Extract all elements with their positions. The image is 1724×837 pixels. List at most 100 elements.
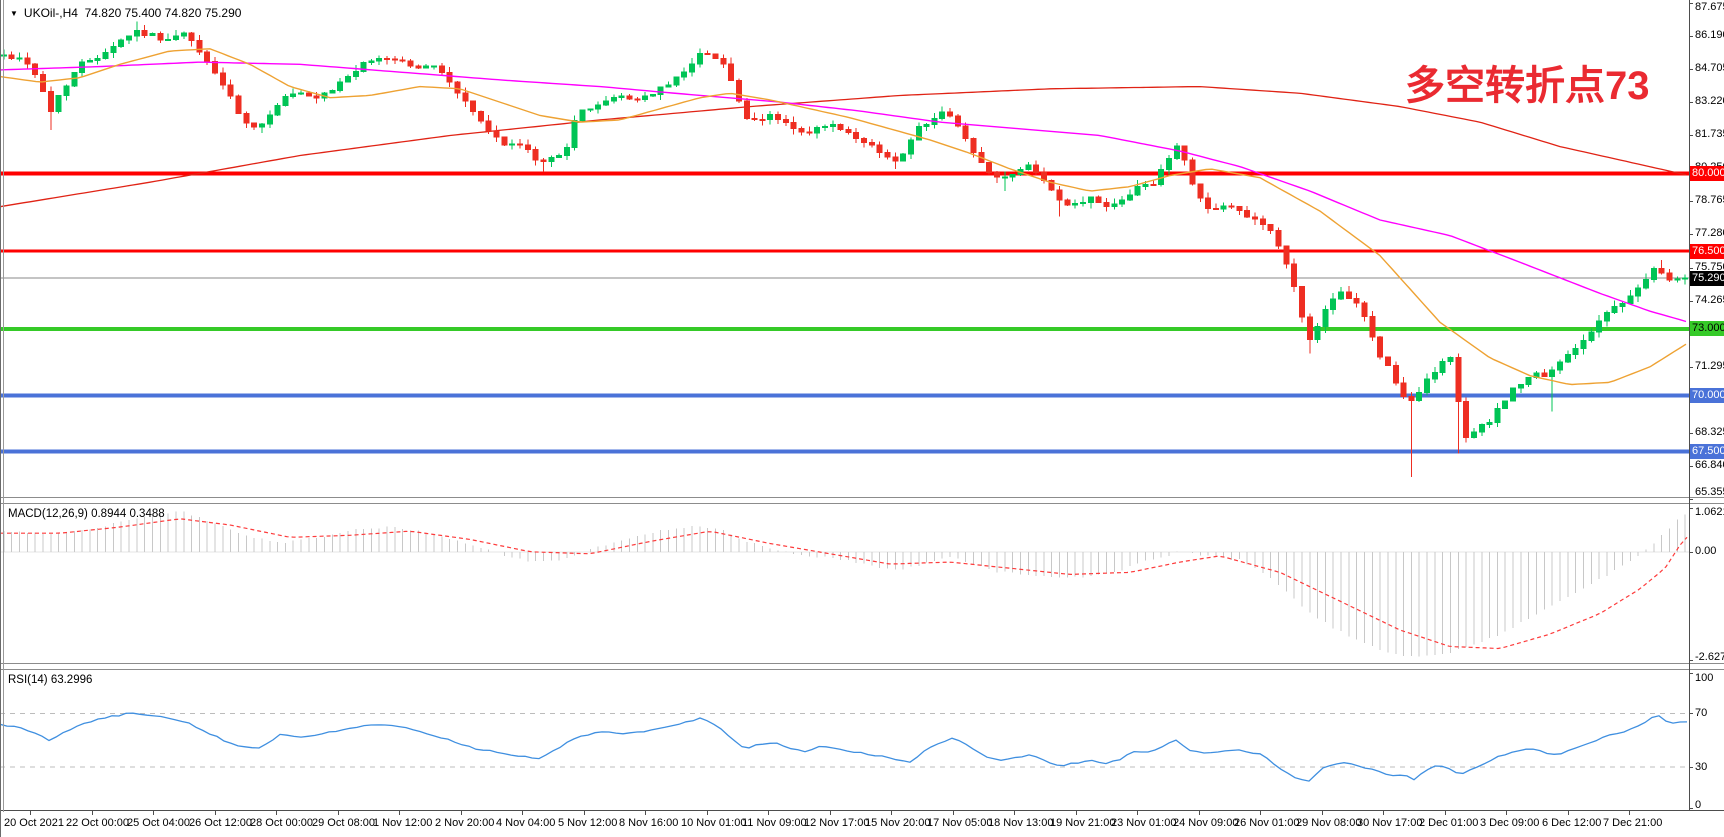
time-axis-label: 10 Nov 01:00 [681,817,747,829]
price-axis-label: 86.190 [1695,29,1724,41]
price-axis-label: 71.295 [1695,360,1724,372]
price-badge: 80.000 [1690,166,1724,181]
time-axis-label: 5 Nov 12:00 [558,817,618,829]
rsi-axis-label: 30 [1695,761,1708,773]
time-axis-label: 6 Dec 12:00 [1542,817,1602,829]
price-axis-tick [1689,69,1693,70]
time-axis-label: 17 Nov 05:00 [927,817,993,829]
time-axis-label: 1 Nov 12:00 [373,817,433,829]
time-axis-tick [1137,811,1138,815]
time-axis-tick [1568,811,1569,815]
time-axis-tick [461,811,462,815]
time-axis-tick [953,811,954,815]
chart-title: ▼ UKOil-,H4 74.820 75.400 74.820 75.290 [10,6,241,20]
price-axis-label: 78.765 [1695,194,1724,206]
rsi-panel[interactable]: RSI(14) 63.2996 [0,670,1724,810]
price-axis-tick [1689,3,1693,4]
time-axis-tick [92,811,93,815]
price-badge: 76.500 [1690,244,1724,259]
time-axis-tick [153,811,154,815]
time-axis-label: 29 Nov 08:00 [1296,817,1362,829]
price-axis-line [1689,0,1690,810]
price-axis-label: 68.325 [1695,426,1724,438]
time-axis-tick [584,811,585,815]
time-axis-label: 7 Dec 21:00 [1603,817,1663,829]
time-axis-label: 11 Nov 09:00 [742,817,807,829]
panel-separator-rsi[interactable] [0,663,1724,670]
price-axis-tick [1689,433,1693,434]
time-axis-label: 24 Nov 09:00 [1173,817,1239,829]
macd-chart[interactable] [0,504,1689,662]
price-axis-tick [1689,466,1693,467]
time-axis-label: 26 Nov 01:00 [1234,817,1300,829]
time-axis-tick [768,811,769,815]
macd-panel[interactable]: MACD(12,26,9) 0.8944 0.3488 [0,504,1724,662]
price-badge: 70.000 [1690,388,1724,403]
rsi-axis-label: 100 [1695,672,1714,684]
candlestick-chart[interactable] [0,0,1689,497]
macd-axis-tick [1689,552,1693,553]
window-left-border [0,0,1,837]
macd-axis-label: -2.6276 [1695,651,1724,663]
price-badge: 73.000 [1690,321,1724,336]
time-axis-tick [830,811,831,815]
price-axis-label: 83.220 [1695,95,1724,107]
rsi-axis-label: 70 [1695,707,1708,719]
time-axis-tick [891,811,892,815]
time-axis-label: 3 Dec 09:00 [1480,817,1540,829]
price-axis-tick [1689,268,1693,269]
price-axis-label: 75.750 [1695,261,1724,273]
time-axis-line [0,810,1724,811]
price-axis-tick [1689,102,1693,103]
price-axis-label: 84.705 [1695,62,1724,74]
rsi-axis-tick [1689,767,1693,768]
price-axis-label: 77.280 [1695,227,1724,239]
time-axis-label: 20 Oct 2021 [4,817,64,829]
time-axis-tick [1383,811,1384,815]
time-axis-label: 26 Oct 12:00 [189,817,252,829]
time-axis-label: 22 Oct 00:00 [66,817,129,829]
macd-axis-label: 1.0621 [1695,506,1724,518]
price-panel[interactable]: ▼ UKOil-,H4 74.820 75.400 74.820 75.290 多… [0,0,1724,497]
time-axis-label: 2 Dec 01:00 [1419,817,1479,829]
macd-axis-label: 0.00 [1695,545,1717,557]
time-axis-label: 29 Oct 08:00 [312,817,375,829]
time-axis-label: 4 Nov 04:00 [496,817,556,829]
time-axis-tick [30,811,31,815]
time-axis-tick [1445,811,1446,815]
price-axis-label: 74.265 [1695,294,1724,306]
time-axis-tick [1260,811,1261,815]
price-axis-tick [1689,234,1693,235]
time-axis-label: 8 Nov 16:00 [619,817,679,829]
time-axis-tick [1014,811,1015,815]
time-axis-label: 28 Oct 00:00 [250,817,313,829]
rsi-axis-tick [1689,673,1693,674]
time-axis-tick [1076,811,1077,815]
time-axis-tick [338,811,339,815]
time-axis-label: 19 Nov 21:00 [1050,817,1116,829]
time-axis-label: 23 Nov 01:00 [1111,817,1177,829]
time-axis-label: 18 Nov 13:00 [988,817,1054,829]
price-axis-label: 81.735 [1695,128,1724,140]
time-axis-label: 30 Nov 17:00 [1357,817,1423,829]
rsi-axis-tick [1689,808,1693,809]
rsi-axis-tick [1689,713,1693,714]
time-axis-tick [645,811,646,815]
panel-separator-macd[interactable] [0,497,1724,504]
time-axis-label: 25 Oct 04:00 [127,817,190,829]
rsi-chart[interactable] [0,670,1689,810]
collapse-triangle-icon[interactable]: ▼ [10,9,18,18]
price-axis-label: 66.840 [1695,459,1724,471]
macd-axis-tick [1689,660,1693,661]
price-axis-tick [1689,36,1693,37]
time-axis-label: 2 Nov 20:00 [435,817,495,829]
time-axis-tick [1199,811,1200,815]
time-axis-label: 15 Nov 20:00 [865,817,931,829]
time-axis-tick [399,811,400,815]
time-axis-tick [522,811,523,815]
annotation-text: 多空转折点73 [1405,64,1650,108]
price-axis-tick [1689,499,1693,500]
macd-indicator-label: MACD(12,26,9) 0.8944 0.3488 [8,508,165,520]
price-axis-tick [1689,135,1693,136]
